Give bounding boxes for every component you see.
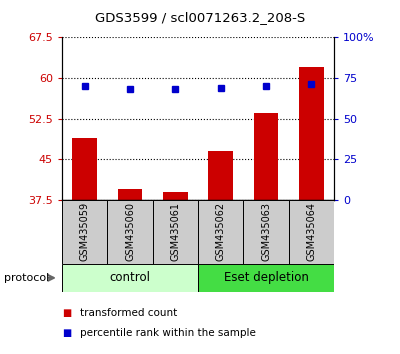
FancyBboxPatch shape — [198, 264, 334, 292]
Text: GSM435060: GSM435060 — [125, 202, 135, 261]
Text: GDS3599 / scl0071263.2_208-S: GDS3599 / scl0071263.2_208-S — [95, 11, 305, 24]
FancyBboxPatch shape — [107, 200, 153, 264]
Text: GSM435062: GSM435062 — [216, 202, 226, 262]
Bar — [208, 151, 233, 200]
Bar — [254, 113, 278, 200]
Text: GSM435059: GSM435059 — [80, 202, 90, 262]
FancyBboxPatch shape — [62, 200, 107, 264]
Text: ■: ■ — [62, 328, 71, 338]
Bar — [163, 192, 188, 200]
Text: Eset depletion: Eset depletion — [224, 272, 308, 284]
FancyBboxPatch shape — [198, 200, 243, 264]
Bar — [72, 138, 97, 200]
Text: GSM435063: GSM435063 — [261, 202, 271, 261]
FancyBboxPatch shape — [153, 200, 198, 264]
FancyBboxPatch shape — [289, 200, 334, 264]
Bar — [118, 189, 142, 200]
Text: GSM435061: GSM435061 — [170, 202, 180, 261]
Text: ■: ■ — [62, 308, 71, 318]
FancyBboxPatch shape — [243, 200, 289, 264]
Text: protocol: protocol — [4, 273, 49, 283]
Text: GSM435064: GSM435064 — [306, 202, 316, 261]
Text: percentile rank within the sample: percentile rank within the sample — [80, 328, 256, 338]
FancyBboxPatch shape — [62, 264, 198, 292]
Text: transformed count: transformed count — [80, 308, 177, 318]
Text: control: control — [110, 272, 150, 284]
Bar — [299, 67, 324, 200]
